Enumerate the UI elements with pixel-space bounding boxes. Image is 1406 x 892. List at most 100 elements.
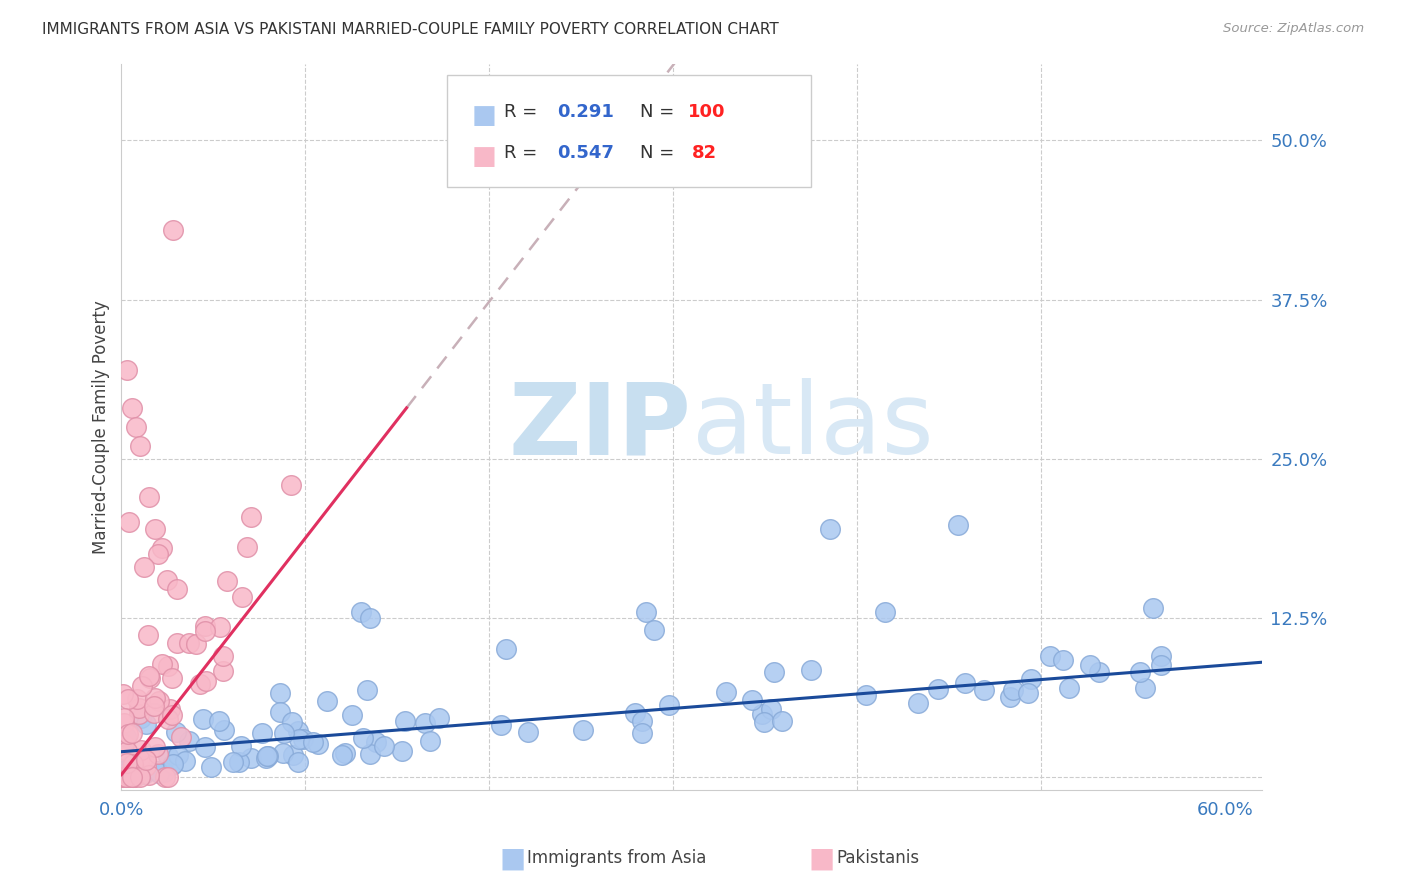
Point bbox=[222, 755, 245, 769]
Point bbox=[283, 748, 305, 763]
Point bbox=[118, 770, 141, 784]
Text: 82: 82 bbox=[692, 144, 717, 162]
Point bbox=[115, 730, 138, 744]
Point bbox=[630, 725, 652, 739]
Point bbox=[142, 706, 165, 720]
Point bbox=[128, 770, 150, 784]
Point bbox=[121, 725, 143, 739]
Point bbox=[156, 748, 179, 763]
Point bbox=[200, 760, 222, 774]
Point bbox=[145, 764, 167, 779]
Point bbox=[121, 770, 143, 784]
Text: N =: N = bbox=[640, 103, 681, 120]
Point bbox=[630, 714, 652, 729]
Point bbox=[153, 770, 176, 784]
Point bbox=[157, 770, 180, 784]
Point bbox=[1150, 658, 1173, 673]
Text: R =: R = bbox=[503, 144, 543, 162]
Point bbox=[349, 605, 371, 619]
Point bbox=[818, 522, 841, 536]
Point bbox=[165, 725, 187, 739]
Point bbox=[117, 727, 139, 741]
Point bbox=[330, 748, 353, 763]
Point bbox=[117, 756, 139, 771]
Y-axis label: Married-Couple Family Poverty: Married-Couple Family Poverty bbox=[93, 300, 110, 554]
Point bbox=[128, 701, 150, 715]
Point bbox=[156, 573, 179, 587]
Text: Pakistanis: Pakistanis bbox=[837, 849, 920, 867]
Point bbox=[112, 687, 135, 701]
Point bbox=[359, 747, 381, 761]
Point bbox=[112, 770, 135, 784]
Text: IMMIGRANTS FROM ASIA VS PAKISTANI MARRIED-COUPLE FAMILY POVERTY CORRELATION CHAR: IMMIGRANTS FROM ASIA VS PAKISTANI MARRIE… bbox=[42, 22, 779, 37]
Point bbox=[1001, 683, 1024, 698]
Point bbox=[762, 665, 785, 679]
Point bbox=[800, 663, 823, 677]
Point bbox=[194, 673, 217, 688]
Point bbox=[1129, 665, 1152, 679]
Point bbox=[128, 439, 150, 453]
Point bbox=[114, 770, 136, 784]
Point bbox=[419, 734, 441, 748]
Point bbox=[166, 582, 188, 596]
Point bbox=[215, 574, 238, 588]
Point bbox=[122, 770, 145, 784]
Point bbox=[117, 744, 139, 758]
Point bbox=[315, 694, 337, 708]
Text: ■: ■ bbox=[471, 144, 496, 169]
Point bbox=[301, 735, 323, 749]
Point bbox=[770, 714, 793, 728]
Point bbox=[254, 751, 277, 765]
Point bbox=[122, 760, 145, 774]
Point bbox=[855, 689, 877, 703]
Point bbox=[517, 725, 540, 739]
Text: ■: ■ bbox=[808, 844, 835, 872]
Point bbox=[121, 757, 143, 772]
Text: ■: ■ bbox=[499, 844, 526, 872]
Point bbox=[136, 628, 159, 642]
Point bbox=[115, 770, 138, 784]
Point bbox=[658, 698, 681, 713]
Point bbox=[150, 657, 173, 672]
Point bbox=[143, 739, 166, 754]
Point bbox=[907, 696, 929, 710]
Point bbox=[231, 739, 253, 754]
Point bbox=[280, 478, 302, 492]
Point bbox=[714, 684, 737, 698]
Point bbox=[156, 712, 179, 726]
Point bbox=[160, 671, 183, 685]
Point bbox=[114, 770, 136, 784]
Point bbox=[179, 636, 201, 650]
Point bbox=[153, 765, 176, 780]
Point bbox=[269, 705, 291, 719]
Point bbox=[1000, 690, 1022, 705]
Point bbox=[188, 677, 211, 691]
Point bbox=[953, 676, 976, 690]
Point bbox=[271, 746, 294, 760]
Point bbox=[148, 765, 170, 780]
Point bbox=[162, 758, 184, 772]
Point bbox=[150, 541, 173, 555]
Point bbox=[115, 766, 138, 780]
Point bbox=[162, 756, 184, 771]
Point bbox=[167, 747, 190, 762]
Point bbox=[121, 756, 143, 770]
Point bbox=[194, 624, 217, 638]
Point bbox=[643, 624, 665, 638]
Point bbox=[148, 694, 170, 708]
Point bbox=[634, 605, 657, 619]
Point bbox=[129, 711, 152, 725]
Point bbox=[366, 735, 388, 749]
Point bbox=[138, 490, 160, 504]
Point bbox=[429, 711, 451, 725]
Point bbox=[112, 716, 135, 731]
Point bbox=[256, 749, 278, 764]
Point bbox=[333, 747, 356, 761]
Point bbox=[741, 693, 763, 707]
Point bbox=[207, 714, 229, 728]
Text: ■: ■ bbox=[471, 103, 496, 128]
Point bbox=[759, 702, 782, 716]
Point bbox=[166, 636, 188, 650]
Point bbox=[307, 737, 329, 751]
Point bbox=[135, 717, 157, 731]
